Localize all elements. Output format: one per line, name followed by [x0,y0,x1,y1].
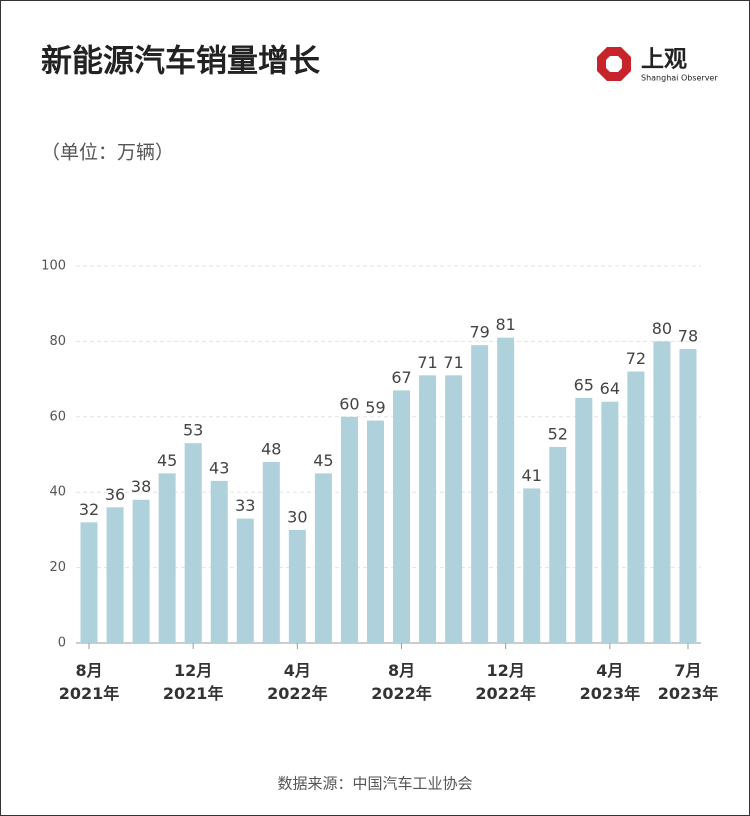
value-label: 48 [261,440,281,459]
value-label: 71 [417,353,437,372]
x-tick-label: 7月 2023年 [657,661,719,703]
bar [679,348,697,643]
bar [288,529,306,643]
value-label: 67 [391,368,411,387]
value-label: 30 [287,507,307,526]
value-label: 32 [79,500,99,519]
x-tick-label: 8月 2022年 [371,661,432,703]
value-label: 33 [235,496,255,515]
logo-subtitle: Shanghai Observer [641,74,718,83]
bar [184,443,202,643]
bar [106,507,124,643]
value-label: 65 [574,375,594,394]
bar [549,446,567,643]
value-label: 71 [443,353,463,372]
bar [471,345,489,643]
value-label: 81 [496,315,516,334]
bar [601,401,619,643]
value-label: 45 [157,451,177,470]
logo-icon-inner [606,56,622,72]
value-label: 45 [313,451,333,470]
bar [80,522,98,643]
bar [314,473,332,643]
value-label: 59 [365,398,385,417]
bar [497,337,515,643]
value-label: 43 [209,458,229,477]
value-label: 53 [183,421,203,440]
value-label: 38 [131,477,151,496]
bar [236,518,254,643]
x-tick-label: 8月 2021年 [58,661,120,703]
value-label: 41 [522,466,542,485]
bar [627,371,645,643]
bar [132,499,150,643]
bar [262,462,280,643]
value-label: 60 [339,394,359,413]
y-tick-label: 0 [58,636,66,651]
value-label: 80 [652,319,672,338]
bar [340,416,358,643]
bar [523,488,541,643]
bar [366,420,384,643]
bar [653,341,671,643]
logo-name: 上观 [641,47,687,73]
bar [158,473,176,643]
bar [210,480,228,643]
source-note: 数据来源：中国汽车工业协会 [277,775,472,793]
value-label: 52 [548,424,568,443]
x-tick-label: 4月 2023年 [579,661,641,703]
chart-title: 新能源汽车销量增长 [41,44,320,80]
y-tick-label: 40 [49,485,66,500]
value-label: 78 [678,326,698,345]
y-tick-label: 100 [41,259,66,274]
bar [419,375,437,643]
bar [445,375,463,643]
x-tick-label: 12月 2022年 [475,661,536,703]
value-label: 64 [600,379,620,398]
value-label: 36 [105,485,125,504]
bar [575,397,593,643]
x-tick-label: 12月 2021年 [162,661,224,703]
y-tick-label: 80 [49,334,66,349]
unit-label: （单位：万辆） [41,142,174,164]
y-tick-label: 20 [49,560,66,575]
x-tick-label: 4月 2022年 [267,661,328,703]
value-label: 72 [626,349,646,368]
y-tick-label: 60 [49,409,66,424]
value-label: 79 [469,323,489,342]
bar [393,390,411,643]
